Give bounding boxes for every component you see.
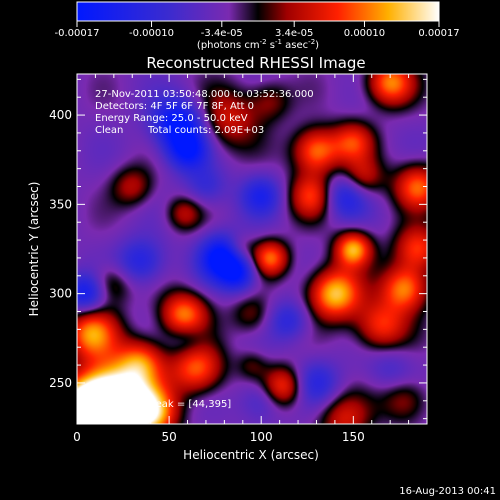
peak-position-text: Position of Peak = [44,395]: [95, 399, 231, 410]
colorbar-tick-label: 3.4e-05: [275, 28, 313, 39]
x-tick-label: 150: [342, 430, 365, 444]
y-tick-label: 400: [49, 108, 72, 122]
detectors-text: Detectors: 4F 5F 6F 7F 8F, Att 0: [95, 101, 254, 112]
total-counts-text: Total counts: 2.09E+03: [147, 125, 264, 136]
x-axis-label: Heliocentric X (arcsec): [183, 448, 319, 462]
annotation-block: 27-Nov-2011 03:50:48.000 to 03:52:36.000…: [95, 89, 314, 410]
y-axis-label: Heliocentric Y (arcsec): [27, 182, 41, 317]
time-range-text: 27-Nov-2011 03:50:48.000 to 03:52:36.000: [95, 89, 314, 100]
footer-date: 16-Aug-2013 00:41: [399, 486, 496, 497]
colorbar: [76, 1, 440, 22]
energy-range-text: Energy Range: 25.0 - 50.0 keV: [95, 113, 248, 124]
colorbar-ticks: -0.00017 -0.00010 -3.4e-05 3.4e-05 0.00010 0.…: [55, 21, 460, 39]
plot-frame: [76, 73, 428, 425]
chart-title: Reconstructed RHESSI Image: [146, 54, 365, 72]
y-tick-label: 300: [49, 287, 72, 301]
colorbar-unit-label: (photons cm-2 s-1 asec-2): [197, 38, 319, 51]
colorbar-tick-label: 0.00017: [418, 28, 459, 39]
colorbar-tick-label: -0.00017: [55, 28, 100, 39]
colorbar-tick-label: -0.00010: [129, 28, 174, 39]
colorbar-tick-label: -3.4e-05: [201, 28, 243, 39]
x-tick-label: 0: [73, 430, 81, 444]
heatmap-image: [77, 74, 427, 424]
y-tick-label: 350: [49, 197, 72, 211]
x-tick-label: 50: [161, 430, 176, 444]
colorbar-tick-label: 0.00010: [344, 28, 385, 39]
x-tick-label: 100: [250, 430, 273, 444]
method-text: Clean: [95, 125, 123, 136]
y-tick-label: 250: [49, 376, 72, 390]
axis-ticks: 0 50 100 150 250 300 350 400: [49, 74, 427, 444]
